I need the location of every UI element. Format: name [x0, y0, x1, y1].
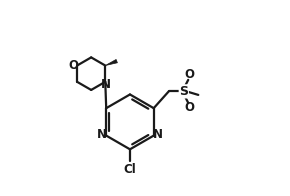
Polygon shape: [105, 59, 117, 65]
Text: O: O: [184, 101, 194, 114]
Text: N: N: [101, 78, 111, 91]
Text: Cl: Cl: [124, 163, 136, 176]
Text: N: N: [153, 128, 163, 141]
Text: N: N: [97, 128, 107, 141]
Text: O: O: [68, 59, 78, 72]
Text: S: S: [179, 85, 188, 98]
Text: O: O: [184, 68, 194, 81]
